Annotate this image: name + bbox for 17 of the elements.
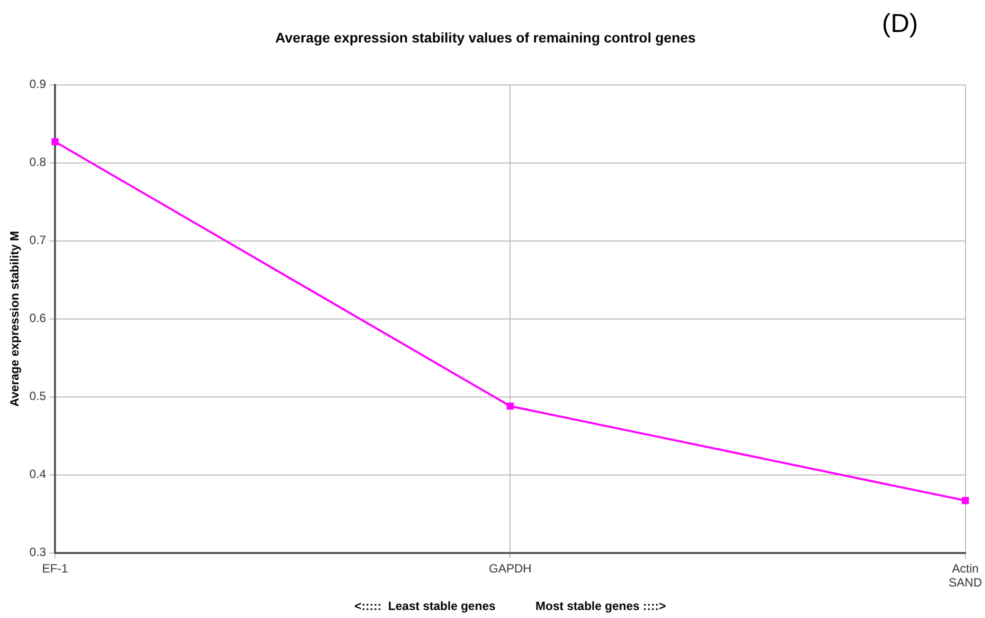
y-tick-label: 0.9 [29,77,46,92]
y-axis-title: Average expression stability M [8,230,22,407]
y-tick-label: 0.4 [29,467,46,482]
chart-title: Average expression stability values of remaining control genes [275,29,696,46]
point [506,402,514,410]
x-axis-title: <::::: Least stable genes Most stable genes ::::> [354,599,666,614]
y-tick-label: 0.6 [29,311,46,326]
point [52,138,59,146]
text: (D) [882,8,918,38]
y-tick-label: 0.8 [29,155,46,170]
y-tick-label: 0.3 [29,545,46,560]
y-tick-label: 0.5 [29,389,46,404]
x-tick-label: EF-1 [42,561,68,576]
x-tick-label: GAPDH [488,561,532,576]
point [962,497,969,504]
y-tick-label: 0.7 [29,233,46,248]
x-tick-label: Actin SAND [948,561,982,590]
